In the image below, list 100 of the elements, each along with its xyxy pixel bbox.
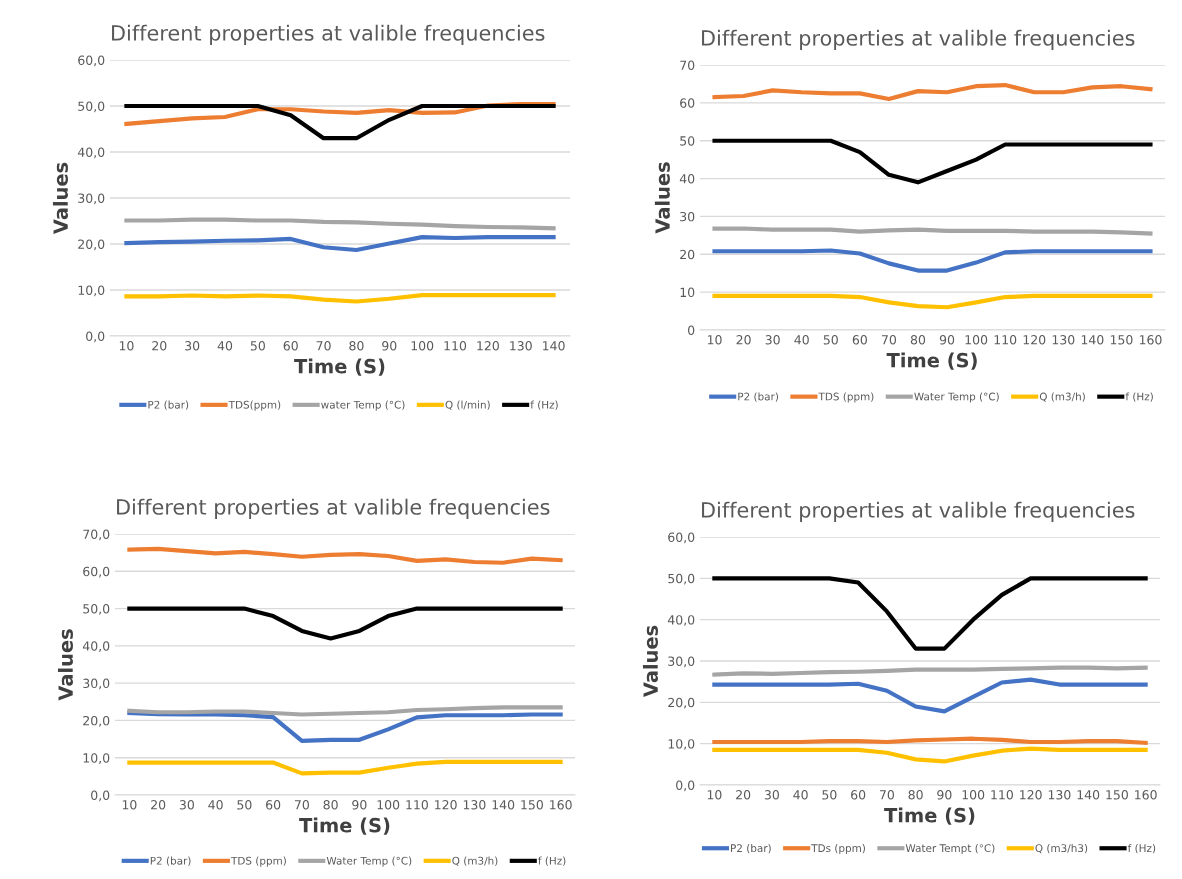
y-tick-label: 40,0 (77, 147, 105, 159)
y-tick-label: 30 (680, 211, 695, 222)
x-tick-label: 90 (352, 800, 367, 810)
x-tick-label: 140 (492, 800, 515, 810)
x-tick-label: 160 (550, 800, 572, 810)
line-series (712, 82, 1153, 102)
x-tick-label: 50 (823, 335, 838, 345)
y-tick-label: 10 (680, 287, 695, 298)
legend-label: P2 (bar) (150, 856, 191, 866)
x-tick-label: 80 (910, 335, 926, 345)
x-tick-label: 30 (185, 341, 200, 351)
x-tick-label: 20 (151, 800, 166, 810)
x-tick-label: 70 (881, 335, 897, 345)
x-tick-label: 70 (879, 790, 894, 800)
legend-label: f (Hz) (1127, 843, 1156, 854)
x-tick-label: 30 (179, 800, 194, 810)
x-tick-label: 40 (793, 790, 808, 800)
y-tick-label: 10,0 (83, 753, 110, 764)
legend-label: Q (m3/h) (1039, 392, 1085, 402)
line-series (124, 292, 556, 304)
x-axis-title: Time (S) (294, 358, 385, 376)
x-tick-label: 60 (852, 335, 867, 345)
x-tick-label: 100 (965, 335, 988, 345)
x-tick-label: 110 (406, 800, 428, 810)
x-tick-label: 30 (765, 335, 780, 345)
y-tick-label: 70 (680, 60, 695, 70)
x-tick-label: 50 (250, 341, 265, 351)
x-tick-label: 60 (266, 800, 281, 810)
legend-label: water Temp (°C) (321, 400, 405, 411)
y-tick-label: 60,0 (83, 566, 110, 578)
x-tick-label: 140 (1081, 335, 1104, 345)
legend-label: Q (l/min) (445, 400, 490, 410)
line-series (127, 546, 563, 565)
x-tick-label: 40 (208, 800, 223, 810)
x-tick-label: 80 (908, 790, 923, 800)
y-tick-label: 0,0 (91, 790, 110, 802)
x-tick-label: 10 (119, 341, 134, 351)
x-tick-label: 100 (377, 800, 400, 810)
x-tick-label: 50 (822, 790, 837, 800)
x-tick-label: 40 (217, 341, 233, 351)
x-axis-title: Time (S) (884, 807, 975, 825)
line-series (712, 138, 1153, 185)
x-tick-label: 30 (764, 790, 779, 800)
x-tick-label: 60 (283, 341, 298, 351)
line-series (712, 746, 1148, 764)
y-axis-title: Values (57, 629, 73, 701)
y-tick-label: 20,0 (83, 715, 110, 727)
x-tick-label: 130 (1052, 335, 1075, 345)
chart-title: Different properties at valible frequencies (702, 29, 1135, 50)
x-tick-label: 140 (543, 341, 565, 351)
y-axis-title: Values (642, 625, 658, 698)
y-tick-label: 10,0 (78, 285, 105, 297)
legend-label: f (Hz) (530, 400, 558, 410)
legend-label: Q (m3/h3) (1035, 843, 1088, 854)
x-tick-label: 90 (939, 335, 955, 345)
y-tick-label: 50 (680, 136, 695, 146)
x-tick-label: 10 (122, 800, 137, 810)
legend-label: Water Temp (°C) (326, 856, 412, 867)
x-tick-label: 150 (1106, 790, 1128, 800)
y-tick-label: 50,0 (78, 101, 105, 113)
y-axis-title: Values (52, 162, 68, 235)
line-series (124, 217, 556, 231)
x-tick-label: 130 (1048, 790, 1071, 800)
x-tick-label: 120 (435, 800, 457, 810)
legend-label: P2 (bar) (731, 843, 771, 854)
y-tick-label: 60,0 (78, 55, 105, 67)
line-series (712, 677, 1148, 714)
x-tick-label: 70 (316, 341, 331, 351)
y-tick-label: 70,0 (83, 529, 110, 541)
legend-label: Water Tempt (°C) (905, 843, 995, 855)
line-series (127, 606, 563, 641)
x-tick-label: 100 (962, 790, 985, 800)
line-series (124, 103, 556, 141)
x-axis-title: Time (S) (299, 817, 390, 835)
y-tick-label: 40,0 (667, 615, 695, 626)
y-tick-label: 30,0 (78, 193, 105, 205)
y-tick-label: 30,0 (668, 656, 695, 668)
x-tick-label: 120 (1020, 790, 1042, 800)
y-tick-label: 20,0 (78, 239, 105, 251)
y-tick-label: 60,0 (668, 532, 695, 544)
y-tick-label: 0 (688, 325, 695, 335)
chart-title: Different properties at valible frequencies (702, 501, 1135, 522)
y-tick-label: 50,0 (83, 604, 110, 615)
x-tick-label: 110 (994, 335, 1017, 345)
legend-label: P2 (bar) (738, 392, 779, 402)
x-tick-label: 20 (736, 335, 751, 345)
y-tick-label: 10,0 (668, 739, 695, 750)
chart-title: Different properties at valible frequencies (117, 498, 550, 519)
x-tick-label: 100 (411, 341, 434, 351)
legend-label: TDS (ppm) (818, 392, 874, 403)
x-tick-label: 160 (1135, 790, 1157, 800)
x-tick-label: 70 (294, 800, 309, 810)
x-tick-label: 120 (477, 341, 499, 351)
x-tick-label: 90 (382, 341, 397, 351)
x-tick-label: 80 (349, 341, 364, 351)
x-tick-label: 80 (323, 800, 338, 810)
y-tick-label: 40,0 (82, 641, 110, 653)
legend-label: P2 (bar) (148, 400, 189, 410)
y-tick-label: 50,0 (668, 573, 695, 585)
x-tick-label: 130 (510, 341, 532, 351)
